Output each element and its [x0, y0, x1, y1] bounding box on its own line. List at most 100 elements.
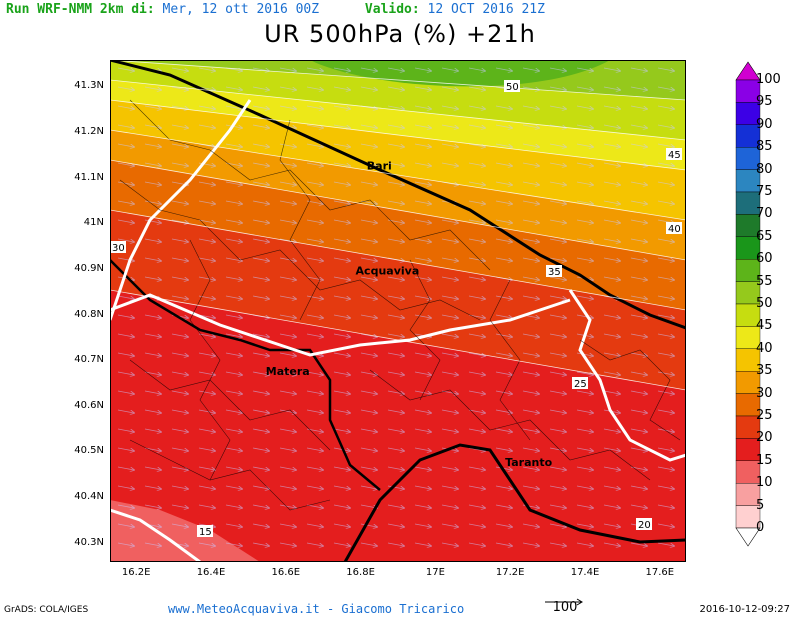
wind-arrow [576, 466, 593, 470]
wind-arrow [198, 504, 215, 508]
wind-arrow [576, 314, 593, 318]
wind-arrow [522, 466, 539, 470]
band-35 [110, 100, 686, 220]
colorbar-level-label: 95 [756, 94, 773, 110]
wind-arrow [414, 105, 431, 109]
wind-arrow [117, 200, 134, 204]
wind-arrow [603, 86, 620, 90]
wind-arrow [414, 276, 431, 280]
wind-arrow [360, 428, 377, 432]
wind-arrow [252, 105, 269, 109]
wind-arrow [657, 86, 674, 90]
wind-arrow [495, 485, 512, 489]
wind-arrow [198, 124, 215, 128]
wind-arrow [279, 143, 296, 147]
wind-arrow [306, 219, 323, 223]
wind-arrow [522, 333, 539, 337]
wind-arrow [252, 371, 269, 375]
wind-arrow [603, 276, 620, 280]
wind-arrow [333, 371, 350, 375]
wind-arrow [171, 371, 188, 375]
wind-arrow [549, 276, 566, 280]
wind-arrow [360, 542, 377, 546]
wind-arrow [468, 466, 485, 470]
wind-arrow [252, 200, 269, 204]
wind-arrow [360, 143, 377, 147]
wind-arrow [333, 523, 350, 527]
contour-label-20: 20 [638, 520, 651, 531]
wind-arrow [171, 124, 188, 128]
wind-arrow [468, 162, 485, 166]
lat-tick-label: 40.3N [74, 536, 104, 548]
wind-arrow [198, 181, 215, 185]
wind-arrow [333, 105, 350, 109]
wind-arrow [549, 181, 566, 185]
contour-label-35: 35 [548, 267, 561, 278]
wind-arrow [360, 219, 377, 223]
wind-arrow [252, 86, 269, 90]
wind-arrow [171, 86, 188, 90]
wind-arrow [225, 314, 242, 318]
wind-arrow [306, 447, 323, 451]
wind-arrow [522, 67, 539, 71]
wind-arrow [360, 371, 377, 375]
wind-arrow [279, 257, 296, 261]
wind-arrow [117, 219, 134, 223]
wind-arrow [630, 238, 647, 242]
wind-arrow [657, 542, 674, 546]
wind-arrow [117, 447, 134, 451]
wind-arrow [441, 428, 458, 432]
valid-date: 12 OCT 2016 21Z [427, 2, 545, 17]
wind-arrow [414, 371, 431, 375]
wind-arrow [576, 257, 593, 261]
wind-arrow [252, 485, 269, 489]
wind-arrow [144, 124, 161, 128]
wind-arrow [522, 238, 539, 242]
colorbar-level-label: 30 [756, 385, 773, 401]
run-date: Mer, 12 ott 2016 00Z [162, 2, 320, 17]
wind-arrow [117, 352, 134, 356]
wind-arrow [117, 67, 134, 71]
wind-arrow [252, 295, 269, 299]
wind-arrow [279, 504, 296, 508]
wind-arrow [522, 219, 539, 223]
wind-arrow [360, 181, 377, 185]
wind-arrow [306, 238, 323, 242]
wind-arrow [657, 143, 674, 147]
wind-arrow [414, 124, 431, 128]
wind-arrow [657, 314, 674, 318]
wind-arrow [225, 352, 242, 356]
wind-arrow [306, 542, 323, 546]
colorbar-level-label: 45 [756, 318, 773, 334]
colorbar-level-label: 55 [756, 273, 773, 289]
wind-arrow [603, 504, 620, 508]
wind-arrow [198, 219, 215, 223]
lat-tick-label: 41.3N [74, 80, 104, 92]
wind-arrow [441, 143, 458, 147]
wind-arrow [198, 409, 215, 413]
wind-arrow [198, 67, 215, 71]
wind-arrow [252, 428, 269, 432]
wind-arrow [333, 257, 350, 261]
wind-arrow [252, 219, 269, 223]
wind-arrow [441, 219, 458, 223]
wind-arrow [225, 200, 242, 204]
map-frame [110, 60, 686, 562]
wind-arrow [576, 352, 593, 356]
wind-arrow [387, 67, 404, 71]
wind-arrow [468, 371, 485, 375]
wind-arrow [630, 124, 647, 128]
wind-arrow [360, 67, 377, 71]
wind-arrow [198, 314, 215, 318]
wind-arrow [144, 200, 161, 204]
wind-arrow [468, 67, 485, 71]
wind-arrow [414, 504, 431, 508]
wind-arrow [441, 276, 458, 280]
wind-arrow [306, 333, 323, 337]
wind-arrow [225, 333, 242, 337]
wind-arrow [279, 466, 296, 470]
wind-arrow [468, 105, 485, 109]
wind-arrow [603, 124, 620, 128]
wind-arrow [630, 504, 647, 508]
wind-arrow [630, 314, 647, 318]
